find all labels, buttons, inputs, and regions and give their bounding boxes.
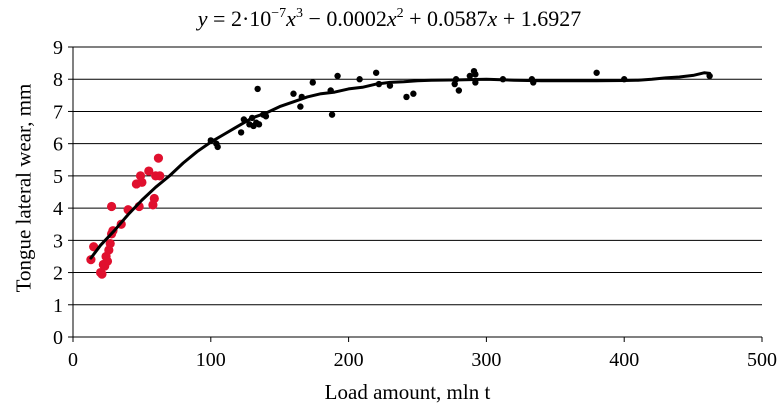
data-point-s1-13	[290, 90, 297, 97]
data-point-s1-18	[328, 111, 336, 118]
x-tick-label-400: 400	[609, 349, 639, 371]
data-point-s1-3	[237, 129, 245, 136]
data-point-s0-11	[106, 201, 117, 212]
y-tick-label-2: 2	[53, 263, 63, 285]
data-point-s0-18	[137, 177, 147, 187]
x-tick-label-300: 300	[471, 349, 501, 371]
data-point-s1-10	[255, 121, 263, 128]
chart-title: y = 2·10−7x3 − 0.0002x2 + 0.0587x + 1.69…	[0, 6, 779, 32]
data-point-s1-25	[410, 90, 417, 97]
x-tick-label-100: 100	[196, 349, 226, 371]
data-point-s0-7	[102, 256, 113, 266]
title-exp-2: 2	[396, 6, 404, 21]
title-y-var: y	[197, 6, 208, 31]
data-point-s1-28	[455, 87, 463, 94]
title-minus: − 0.0002	[302, 6, 387, 31]
data-point-s1-24	[403, 93, 410, 101]
tick-labels: 0 1 2 3 4 5 6 7 8 9 0 100 200 300 400 500	[53, 37, 777, 371]
x-tick-label-0: 0	[68, 349, 78, 371]
x-axis-label: Load amount, mln t	[324, 380, 491, 404]
data-point-s0-19	[144, 166, 154, 176]
data-point-s1-19	[334, 72, 341, 80]
trend-line	[89, 71, 712, 260]
y-tick-label-3: 3	[53, 230, 63, 252]
data-points	[86, 67, 713, 279]
data-point-s1-14	[297, 103, 304, 110]
y-tick-label-4: 4	[53, 198, 63, 220]
data-point-s1-16	[309, 79, 316, 86]
data-point-s0-3	[97, 269, 107, 279]
x-tick-label-500: 500	[747, 349, 777, 371]
y-tick-label-7: 7	[53, 101, 63, 123]
data-point-s0-9	[105, 238, 115, 249]
title-x1-var: x	[487, 6, 498, 31]
trend-line-group	[89, 71, 712, 260]
data-point-s0-21	[149, 193, 159, 204]
y-tick-label-1: 1	[53, 295, 63, 317]
data-point-s1-36	[593, 69, 600, 76]
data-point-s1-20	[356, 76, 363, 83]
x-tick-label-200: 200	[334, 349, 364, 371]
data-point-s0-24	[155, 171, 165, 181]
title-exp-1: −7	[271, 6, 287, 21]
axes	[68, 46, 763, 342]
data-point-s1-31	[472, 71, 479, 78]
data-point-s1-2	[214, 143, 221, 151]
y-axis-label: Tongue lateral wear, mm	[11, 83, 36, 293]
y-tick-label-5: 5	[53, 166, 63, 188]
data-point-s0-23	[153, 153, 164, 163]
data-point-s1-21	[372, 69, 380, 76]
title-x2-var: x	[386, 6, 397, 31]
y-tick-label-9: 9	[53, 37, 63, 59]
title-x3-var: x	[286, 6, 296, 31]
title-tail: + 1.6927	[497, 6, 582, 31]
gridlines	[73, 46, 762, 306]
y-tick-label-8: 8	[53, 69, 63, 91]
title-exp-3: 3	[295, 6, 303, 21]
title-rest: + 0.0587	[403, 6, 488, 31]
y-tick-label-0: 0	[53, 327, 63, 349]
data-point-s1-29	[466, 72, 474, 80]
y-tick-label-6: 6	[53, 134, 63, 156]
data-point-s1-9	[254, 85, 261, 93]
data-point-s1-26	[451, 80, 458, 88]
title-eq: = 2·10	[213, 6, 272, 31]
